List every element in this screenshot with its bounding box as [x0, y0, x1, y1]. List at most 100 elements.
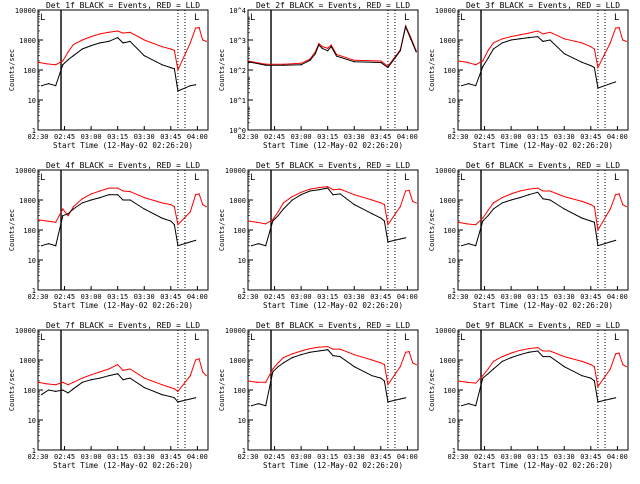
- plot-frame: [247, 169, 419, 291]
- data-point: [528, 37, 530, 39]
- data-point: [380, 202, 382, 204]
- data-point: [272, 220, 274, 222]
- data-point: [460, 85, 463, 87]
- data-point: [177, 390, 179, 392]
- data-point: [90, 193, 92, 195]
- data-point: [300, 350, 302, 352]
- data-point: [81, 381, 83, 383]
- panel-9: Det 9f BLACK = Events, RED = LLD 1 10 100 10…: [428, 321, 629, 470]
- data-point: [309, 190, 311, 192]
- data-point: [282, 202, 285, 204]
- data-point: [291, 353, 293, 355]
- data-point: [581, 375, 583, 377]
- data-point: [170, 204, 172, 206]
- data-point: [492, 42, 495, 44]
- series-line-lld: [247, 186, 417, 226]
- y-tick-label: 100: [23, 227, 36, 235]
- data-point: [519, 34, 521, 36]
- data-point: [519, 354, 521, 356]
- data-point: [265, 405, 267, 407]
- data-point: [475, 85, 477, 87]
- legend-marker: L: [614, 173, 619, 183]
- data-point: [371, 375, 373, 377]
- data-point: [143, 197, 145, 199]
- data-point: [129, 40, 131, 42]
- y-tick-label: 100: [233, 227, 246, 235]
- x-tick-label: 03:45: [160, 293, 181, 301]
- data-point: [537, 191, 539, 193]
- data-point: [117, 37, 119, 39]
- data-point: [353, 354, 355, 356]
- y-tick-label: 1000: [439, 357, 456, 365]
- x-tick-label: 03:45: [370, 453, 391, 461]
- data-point: [405, 190, 407, 192]
- data-point: [383, 204, 385, 206]
- panel-title: Det 4f BLACK = Events, RED = LLD: [46, 161, 200, 170]
- data-point: [99, 371, 101, 373]
- series-line-lld: [247, 24, 417, 67]
- data-point: [399, 366, 401, 368]
- data-point: [581, 217, 583, 219]
- data-point: [202, 371, 204, 373]
- data-point: [170, 396, 172, 398]
- x-tick-label: 02:30: [27, 133, 48, 141]
- data-point: [108, 187, 110, 189]
- data-point: [122, 379, 124, 381]
- y-tick-label: 1: [32, 127, 36, 135]
- data-point: [475, 382, 477, 384]
- data-point: [510, 352, 512, 354]
- data-point: [46, 63, 48, 65]
- x-tick-label: 02:30: [27, 293, 48, 301]
- x-tick-label: 03:15: [107, 453, 128, 461]
- data-point: [549, 190, 551, 192]
- data-point: [380, 61, 382, 64]
- x-tick-label: 03:45: [580, 133, 601, 141]
- x-tick-label: 03:00: [81, 453, 102, 461]
- data-point: [55, 64, 57, 66]
- y-tick-label: 100: [23, 67, 36, 75]
- data-point: [528, 194, 530, 196]
- legend-marker: L: [460, 333, 465, 343]
- data-point: [597, 87, 599, 89]
- panel-4: Det 4f BLACK = Events, RED = LLD 1 10 100 10…: [8, 161, 209, 310]
- data-point: [590, 364, 592, 366]
- data-point: [339, 348, 341, 350]
- y-tick-label: 10000: [225, 167, 246, 175]
- data-point: [399, 398, 401, 400]
- series-line-events: [251, 187, 406, 247]
- data-point: [62, 64, 64, 66]
- data-point: [482, 377, 484, 379]
- data-point: [387, 384, 389, 386]
- x-tick-label: 04:00: [187, 293, 208, 301]
- data-point: [492, 368, 495, 370]
- data-point: [90, 45, 92, 47]
- data-point: [277, 362, 279, 364]
- data-point: [40, 245, 43, 247]
- legend-marker: L: [40, 173, 45, 183]
- data-point: [332, 348, 334, 350]
- data-point: [161, 46, 163, 48]
- x-tick-label: 03:30: [344, 293, 365, 301]
- data-point: [475, 224, 477, 226]
- data-point: [581, 61, 583, 63]
- data-point: [202, 39, 204, 41]
- data-point: [593, 380, 595, 382]
- x-tick-label: 04:00: [607, 453, 628, 461]
- x-tick-label: 03:45: [160, 453, 181, 461]
- series-line-lld: [457, 187, 627, 232]
- data-point: [177, 69, 179, 71]
- data-point: [542, 198, 544, 200]
- panel-title: Det 9f BLACK = Events, RED = LLD: [466, 321, 620, 330]
- series-line-events: [41, 194, 196, 247]
- data-point: [300, 354, 302, 356]
- y-tick-label: 1000: [229, 197, 246, 205]
- data-point: [353, 204, 355, 206]
- y-tick-label: 1000: [439, 37, 456, 45]
- data-point: [475, 405, 477, 407]
- y-axis-label: Counts/sec: [8, 49, 16, 91]
- data-point: [55, 85, 57, 87]
- data-point: [40, 85, 43, 87]
- data-point: [309, 59, 311, 61]
